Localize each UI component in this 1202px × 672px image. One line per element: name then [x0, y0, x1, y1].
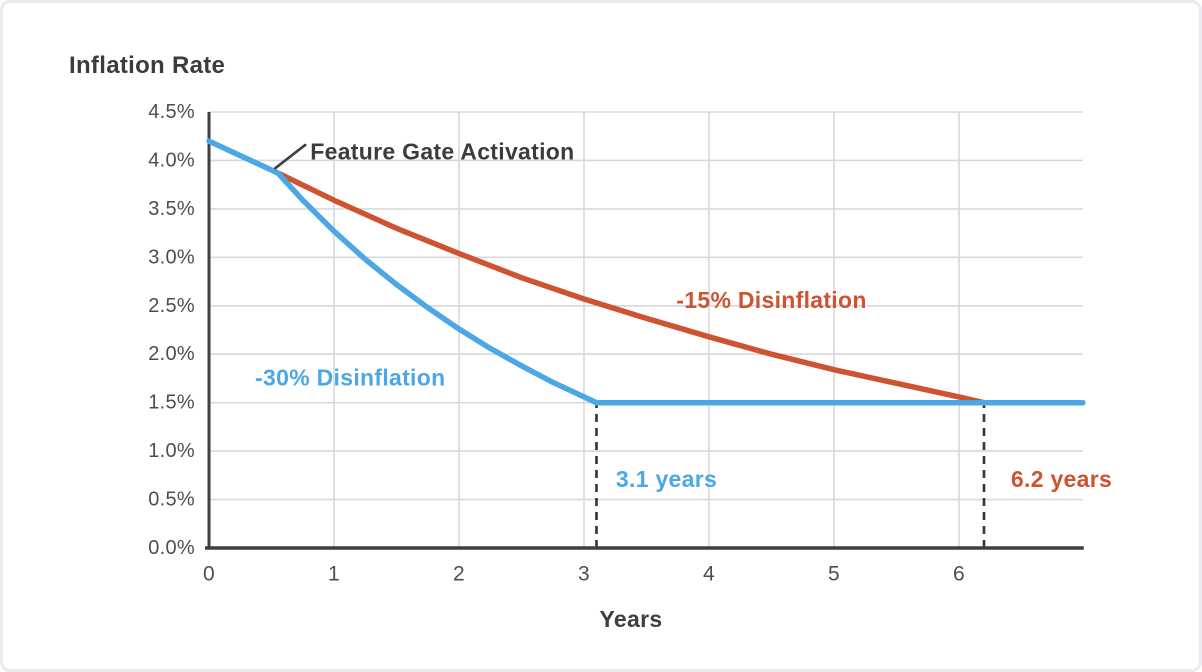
- y-tick-label: 4.5%: [148, 101, 195, 123]
- series-line-disinflation-15: [275, 170, 1086, 406]
- y-tick-label: 0.5%: [148, 489, 195, 511]
- y-tick-label: 4.0%: [148, 149, 195, 171]
- y-tick-label: 2.5%: [148, 295, 195, 317]
- series-label-30: -30% Disinflation: [255, 364, 445, 390]
- feature-gate-annotation: Feature Gate Activation: [310, 139, 574, 165]
- chart-title: Inflation Rate: [69, 52, 226, 79]
- x-axis-label: Years: [599, 606, 663, 632]
- series-label-15: -15% Disinflation: [676, 287, 866, 313]
- y-tick-label: 3.0%: [148, 246, 195, 268]
- series-line-disinflation-30: [206, 138, 1086, 406]
- annotation-pointer-line: [273, 143, 307, 170]
- crossover-label-3-1-years: 3.1 years: [616, 466, 717, 492]
- x-tick-label: 4: [703, 562, 715, 585]
- x-tick-label: 2: [453, 562, 465, 585]
- x-tick-label: 1: [328, 562, 340, 585]
- crossover-label-6-2-years: 6.2 years: [1011, 466, 1112, 492]
- x-tick-label: 6: [953, 562, 965, 585]
- y-tick-label: 0.0%: [148, 537, 195, 559]
- y-tick-label: 3.5%: [148, 198, 195, 220]
- y-tick-label: 2.0%: [148, 343, 195, 365]
- x-tick-label: 3: [578, 562, 590, 585]
- x-tick-label: 5: [828, 562, 840, 585]
- x-tick-label: 0: [203, 562, 215, 585]
- y-tick-label: 1.0%: [148, 440, 195, 462]
- y-tick-label: 1.5%: [148, 392, 195, 414]
